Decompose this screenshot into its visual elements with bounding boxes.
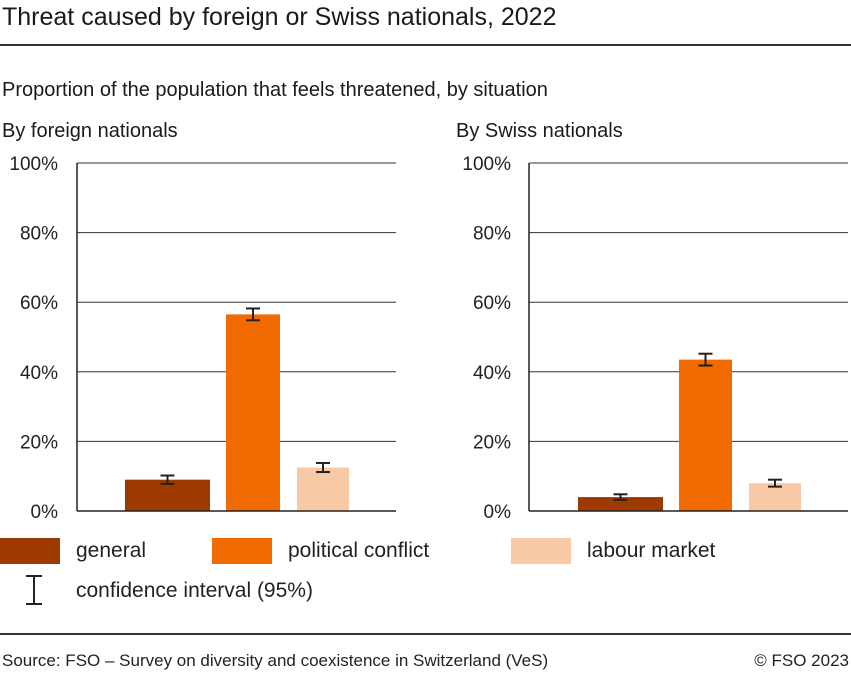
panel-title-foreign: By foreign nationals: [2, 120, 178, 142]
y-tick-label-swiss-4: 80%: [473, 224, 511, 245]
y-tick-label-foreign-2: 40%: [20, 363, 58, 384]
bar-swiss-general: [578, 497, 663, 511]
panel-title-swiss: By Swiss nationals: [456, 120, 623, 142]
legend-label-general: general: [76, 539, 147, 562]
source-note: Source: FSO – Survey on diversity and co…: [2, 651, 549, 670]
error-bar-swiss-labour: [768, 478, 782, 488]
bar-swiss-political: [679, 359, 732, 511]
footer-divider: [0, 633, 851, 635]
chart-title: Threat caused by foreign or Swiss nation…: [2, 3, 557, 31]
legend-label-political: political conflict: [288, 539, 430, 562]
error-bar-foreign-political: [246, 307, 260, 322]
legend-swatch-labour: [511, 538, 571, 564]
legend-label-ci: confidence interval (95%): [76, 579, 313, 602]
chart-subtitle: Proportion of the population that feels …: [2, 79, 548, 101]
legend-swatch-political: [212, 538, 272, 564]
bar-foreign-labour: [297, 467, 349, 511]
copyright-note: © FSO 2023: [754, 651, 849, 670]
legend-swatch-general: [0, 538, 60, 564]
y-tick-label-foreign-5: 100%: [9, 154, 58, 175]
y-tick-label-foreign-1: 20%: [20, 432, 58, 453]
charts-canvas: 0% 20% 40% 60% 80% 100% 0% 20% 40% 60% 80% 100%: [9, 154, 848, 523]
y-tick-label-foreign-0: 0%: [31, 502, 59, 523]
title-divider: [0, 44, 851, 46]
y-tick-label-foreign-4: 80%: [20, 224, 58, 245]
y-tick-label-foreign-3: 60%: [20, 293, 58, 314]
legend: general political conflict labour market…: [0, 530, 851, 610]
confidence-interval-icon: [26, 575, 42, 605]
error-bar-foreign-general: [160, 474, 175, 485]
error-bar-swiss-general: [613, 493, 628, 501]
legend-label-labour: labour market: [587, 539, 716, 562]
bar-swiss-labour: [749, 483, 801, 511]
y-tick-label-swiss-5: 100%: [462, 154, 511, 175]
error-bar-foreign-labour: [316, 461, 330, 474]
y-tick-label-swiss-0: 0%: [484, 502, 512, 523]
y-tick-label-swiss-1: 20%: [473, 432, 511, 453]
error-bar-swiss-political: [698, 352, 713, 367]
bar-foreign-general: [125, 479, 210, 511]
y-tick-label-swiss-3: 60%: [473, 293, 511, 314]
y-tick-label-swiss-2: 40%: [473, 363, 511, 384]
bar-foreign-political: [226, 314, 280, 511]
